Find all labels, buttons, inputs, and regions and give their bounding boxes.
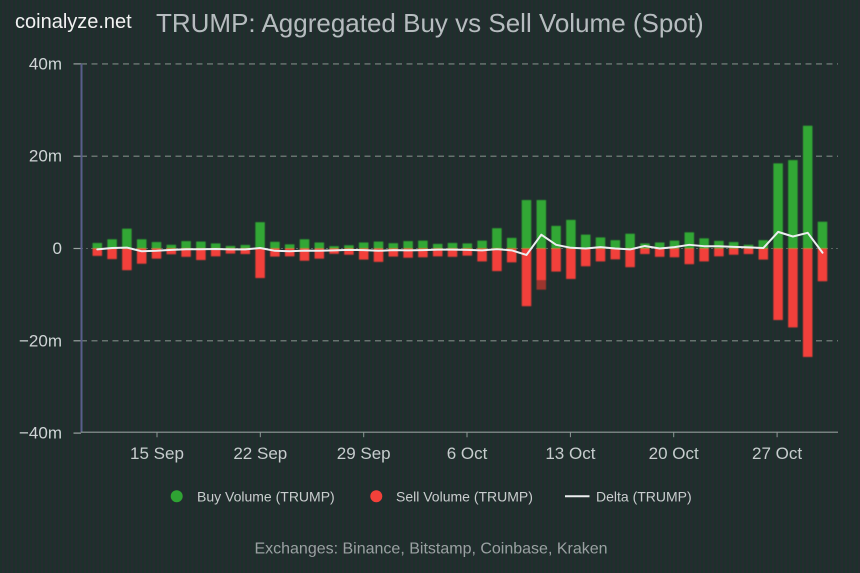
svg-text:40m: 40m: [29, 54, 62, 73]
svg-text:6 Oct: 6 Oct: [447, 444, 488, 463]
svg-text:20 Oct: 20 Oct: [649, 444, 699, 463]
svg-text:Exchanges: Binance, Bitstamp,: Exchanges: Binance, Bitstamp, Coinbase, …: [254, 541, 607, 558]
svg-text:−20m: −20m: [19, 331, 62, 350]
svg-text:27 Oct: 27 Oct: [752, 444, 802, 463]
svg-text:Delta (TRUMP): Delta (TRUMP): [596, 489, 692, 505]
svg-text:22 Sep: 22 Sep: [233, 444, 287, 463]
svg-text:13 Oct: 13 Oct: [545, 444, 595, 463]
svg-text:0: 0: [53, 239, 62, 258]
svg-text:20m: 20m: [29, 147, 62, 166]
svg-text:15 Sep: 15 Sep: [130, 444, 184, 463]
svg-text:Buy Volume (TRUMP): Buy Volume (TRUMP): [197, 489, 335, 505]
svg-text:Sell Volume (TRUMP): Sell Volume (TRUMP): [396, 489, 533, 505]
svg-text:−40m: −40m: [19, 424, 62, 443]
svg-text:29 Sep: 29 Sep: [337, 444, 391, 463]
